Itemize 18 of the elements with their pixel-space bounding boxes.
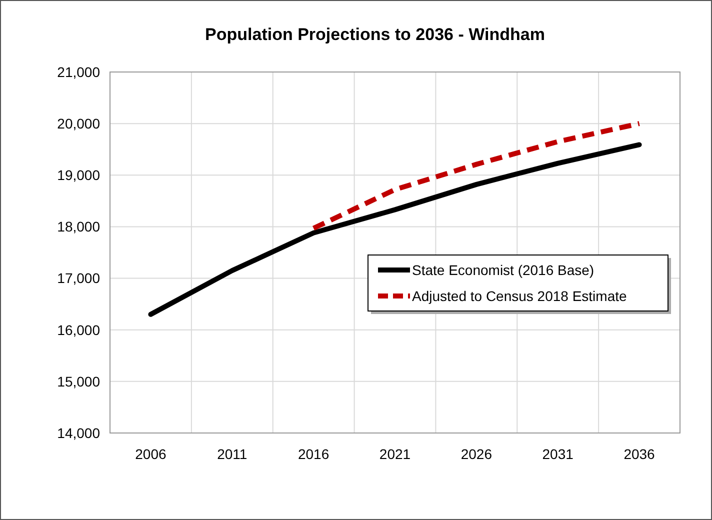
y-tick-label: 19,000 [57, 167, 100, 184]
chart-title: Population Projections to 2036 - Windham [205, 25, 545, 44]
y-tick-label: 16,000 [57, 322, 100, 338]
x-tick-label: 2031 [542, 446, 574, 462]
x-tick-label: 2021 [379, 446, 411, 462]
y-tick-label: 21,000 [57, 64, 100, 80]
legend-label: Adjusted to Census 2018 Estimate [412, 288, 628, 304]
x-tick-label: 2026 [460, 446, 492, 462]
x-tick-label: 2006 [135, 446, 166, 462]
y-tick-label: 15,000 [57, 373, 100, 390]
x-tick-label: 2011 [217, 446, 248, 462]
y-tick-label: 20,000 [57, 115, 100, 132]
legend-label: State Economist (2016 Base) [412, 262, 594, 278]
x-tick-label: 2016 [298, 446, 330, 462]
y-tick-label: 18,000 [57, 218, 100, 235]
y-tick-label: 17,000 [57, 270, 100, 286]
x-tick-label: 2036 [624, 446, 656, 462]
y-tick-label: 14,000 [57, 424, 100, 441]
